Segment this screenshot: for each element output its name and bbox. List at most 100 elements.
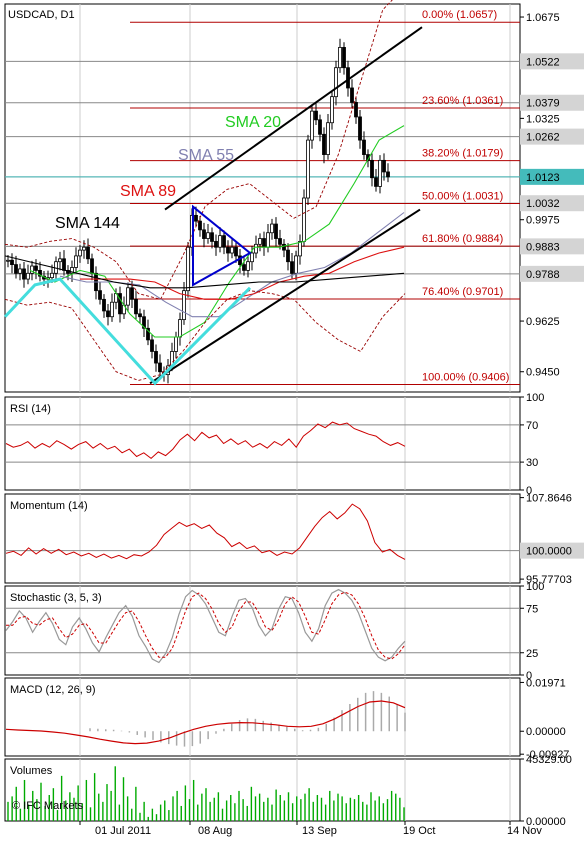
y-tick-label: 0.01971: [526, 677, 566, 689]
envelope-upper: [4, 0, 393, 300]
price-box: [520, 53, 584, 70]
y-tick-label: 107.8646: [526, 493, 572, 505]
panel-frame: [4, 396, 521, 491]
candle-body: [226, 246, 230, 254]
candle-body: [290, 261, 294, 274]
y-tick-label: 25: [526, 648, 538, 660]
price-box: [520, 94, 584, 111]
fibonacci-label: 23.60% (1.0361): [422, 95, 503, 107]
cyan-pattern-line: [3, 277, 252, 386]
y-tick-label: 0.00000: [526, 726, 566, 738]
x-tick-label: 19 Oct: [403, 825, 435, 837]
candle-body: [138, 313, 142, 318]
candle-body: [258, 238, 262, 245]
candle-body: [110, 301, 114, 318]
price-box: [520, 265, 584, 282]
candle-body: [318, 119, 322, 135]
candle-body: [222, 235, 226, 248]
chart-title: USDCAD, D1: [8, 9, 75, 21]
candle-body: [146, 327, 150, 341]
candle-body: [202, 229, 206, 239]
price-box-label: 0.9883: [526, 241, 560, 253]
candle-body: [82, 246, 86, 251]
fibonacci-label: 100.00% (0.9406): [422, 371, 509, 383]
y-tick-label: 70: [526, 420, 538, 432]
price-box-label: 1.0522: [526, 56, 560, 68]
candle-body: [278, 238, 282, 245]
candle-body: [286, 249, 290, 263]
candle-body: [374, 177, 378, 187]
x-tick-label: 13 Sep: [302, 825, 337, 837]
candle-body: [354, 102, 358, 118]
sma-line: [4, 255, 405, 289]
fibonacci-label: 50.00% (1.0031): [422, 191, 503, 203]
candle-body: [358, 116, 362, 141]
candle-body: [326, 122, 330, 155]
price-box-label: 0.9788: [526, 269, 560, 281]
candle-body: [134, 298, 138, 315]
candle-body: [214, 241, 218, 248]
fibonacci-label: 76.40% (0.9701): [422, 286, 503, 298]
panel-title: MACD (12, 26, 9): [10, 684, 96, 696]
candle-body: [58, 258, 62, 263]
candle-body: [338, 47, 342, 69]
candle-body: [282, 243, 286, 251]
candle-body: [178, 319, 182, 338]
sma-label: SMA 20: [225, 114, 281, 131]
candle-body: [250, 252, 254, 263]
price-box-label: 1.0262: [526, 132, 560, 144]
sma-label: SMA 144: [55, 215, 120, 232]
candle-body: [150, 339, 154, 352]
stochastic-k-line: [5, 588, 406, 664]
x-tick-label: 08 Aug: [198, 825, 232, 837]
candle-body: [382, 159, 386, 173]
panel-frame: [4, 3, 521, 393]
y-tick-label: 0.00000: [526, 816, 566, 828]
price-box: [520, 128, 584, 145]
candle-body: [210, 232, 214, 242]
channel-lower: [149, 208, 421, 385]
candle-body: [70, 267, 74, 274]
candle-body: [182, 290, 186, 321]
candle-body: [218, 235, 222, 248]
watermark: © IFC Markets: [12, 800, 84, 812]
y-tick-label: 75: [526, 603, 538, 615]
price-box-label: 1.0379: [526, 98, 560, 110]
candle-body: [270, 223, 274, 234]
panel-title: RSI (14): [10, 403, 51, 415]
candle-body: [158, 362, 162, 373]
price-box-label: 1.0032: [526, 198, 560, 210]
stochastic-d-line: [6, 591, 406, 660]
candle-body: [38, 269, 42, 277]
envelope-lower: [4, 290, 406, 381]
candle-body: [22, 268, 26, 280]
x-tick-label: 14 Nov: [507, 825, 542, 837]
candle-body: [302, 197, 306, 242]
candle-body: [86, 246, 90, 260]
candle-body: [266, 232, 270, 248]
momentum-value-box: [520, 542, 584, 559]
candle-body: [242, 264, 246, 271]
rsi-line: [5, 421, 406, 460]
y-tick-label: 45329.00: [526, 754, 572, 766]
y-tick-label: -0.00927: [526, 749, 569, 761]
y-tick-label: 0.9450: [526, 367, 560, 379]
candle-body: [90, 258, 94, 274]
candle-body: [298, 241, 302, 257]
y-tick-label: 100: [526, 392, 544, 404]
candle-body: [10, 259, 14, 265]
candle-body: [254, 243, 258, 254]
candle-body: [62, 258, 66, 271]
candle-body: [154, 351, 158, 364]
candle-body: [370, 159, 374, 179]
candle-body: [342, 47, 346, 69]
candle-body: [74, 255, 78, 268]
y-tick-label: 1.0325: [526, 113, 560, 125]
candle-body: [78, 249, 82, 257]
candle-body: [194, 214, 198, 222]
candle-body: [18, 268, 22, 274]
candle-body: [174, 336, 178, 352]
candle-body: [142, 316, 146, 329]
candle-body: [234, 246, 238, 257]
